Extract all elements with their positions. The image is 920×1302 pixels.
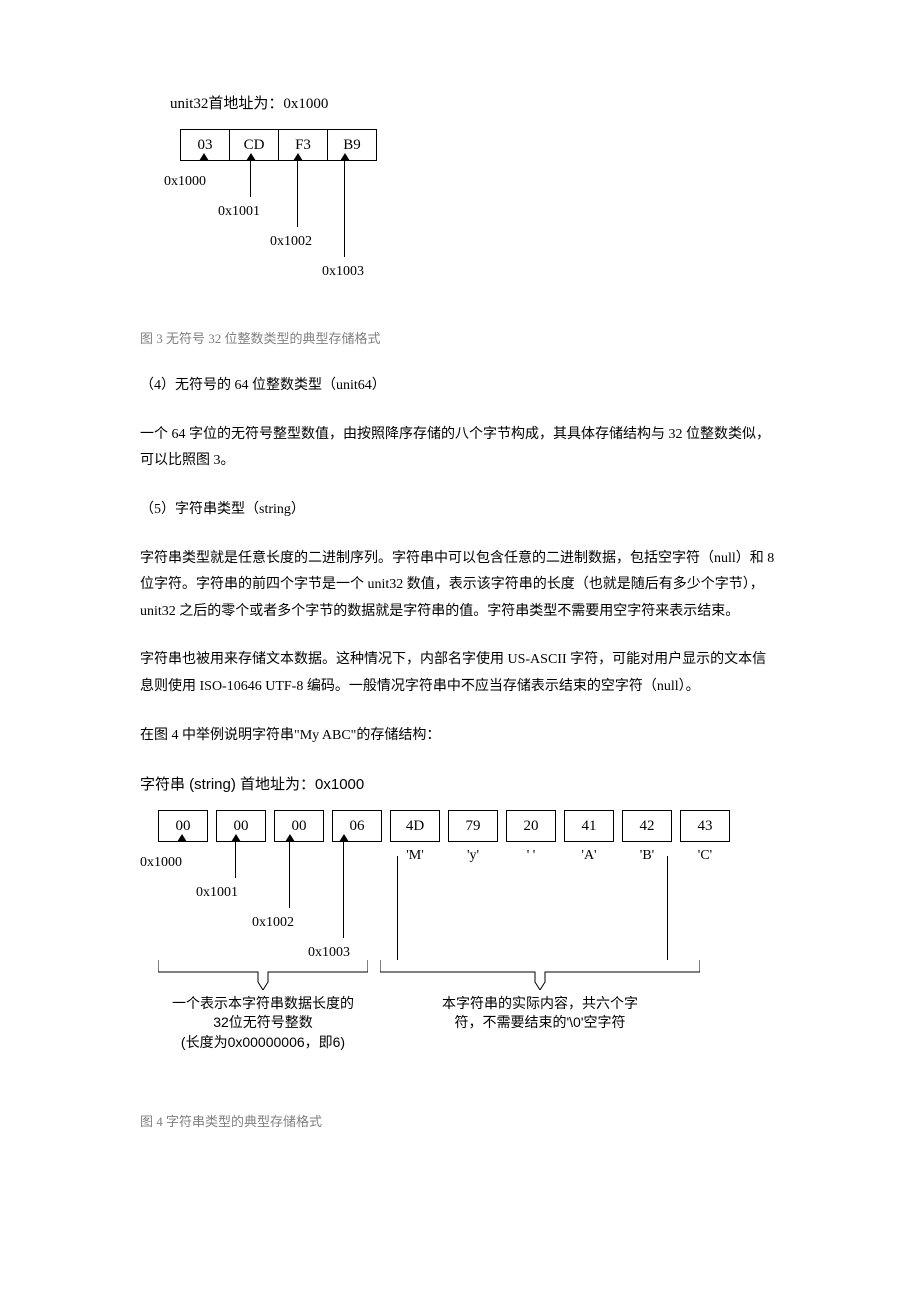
fig4-addr-0: 0x1000: [140, 850, 182, 877]
fig4-char-8: 'B': [622, 842, 672, 871]
fig4-char-7: 'A': [564, 842, 614, 871]
fig3-title: unit32首地址为：0x1000: [170, 90, 780, 119]
fig3-addr-2: 0x1002: [270, 229, 312, 256]
fig4-arrow-1: [231, 834, 241, 842]
sect4-heading: （4）无符号的 64 位整数类型（unit64）: [140, 373, 780, 400]
fig3-arrow-2: [293, 153, 303, 161]
fig3-addr-0: 0x1000: [164, 169, 206, 196]
fig4-byte-9: 43: [680, 810, 730, 843]
fig4-caption: 图 4 字符串类型的典型存储格式: [140, 1110, 780, 1135]
sect4-body: 一个 64 字位的无符号整型数值，由按照降序存储的八个字节构成，其具体存储结构与…: [140, 422, 780, 475]
fig4-byte-7: 41: [564, 810, 614, 843]
fig4-byte-6: 20: [506, 810, 556, 843]
figure-4: 字符串 (string) 首地址为：0x1000 00 00 00 06 4D …: [140, 771, 780, 1070]
fig4-left-brace: [158, 960, 368, 990]
fig4-addr-1: 0x1001: [196, 880, 238, 907]
sect5-body3: 在图 4 中举例说明字符串"My ABC"的存储结构：: [140, 723, 780, 750]
fig3-caption: 图 3 无符号 32 位整数类型的典型存储格式: [140, 327, 780, 352]
fig4-byte-8: 42: [622, 810, 672, 843]
fig3-byte-2: F3: [279, 129, 328, 161]
fig3-byte-3: B9: [328, 129, 377, 161]
fig3-arrow-3: [340, 153, 350, 161]
fig4-right-label: 本字符串的实际内容，共六个字 符，不需要结束的'\0'空字符: [400, 994, 680, 1033]
sect5-body2: 字符串也被用来存储文本数据。这种情况下，内部名字使用 US-ASCII 字符，可…: [140, 647, 780, 700]
fig4-arrow-0: [177, 834, 187, 842]
fig4-char-5: 'y': [448, 842, 498, 871]
fig4-title: 字符串 (string) 首地址为：0x1000: [140, 771, 780, 800]
fig3-addr-3: 0x1003: [322, 259, 364, 286]
fig3-addr-1: 0x1001: [218, 199, 260, 226]
fig4-char-9: 'C': [680, 842, 730, 871]
sect5-body1: 字符串类型就是任意长度的二进制序列。字符串中可以包含任意的二进制数据，包括空字符…: [140, 546, 780, 626]
figure-3: unit32首地址为：0x1000 03 CD F3 B9 0x1000 0x1…: [170, 90, 780, 299]
fig4-byte-4: 4D: [390, 810, 440, 843]
fig4-char-6: ' ': [506, 842, 556, 871]
fig3-arrow-1: [246, 153, 256, 161]
fig4-byte-5: 79: [448, 810, 498, 843]
fig4-arrow-2: [285, 834, 295, 842]
fig4-left-label: 一个表示本字符串数据长度的 32位无符号整数 (长度为0x00000006，即6…: [140, 994, 386, 1053]
fig4-byte-2: 00: [274, 810, 324, 843]
sect5-heading: （5）字符串类型（string）: [140, 497, 780, 524]
fig4-arrow-3: [339, 834, 349, 842]
fig4-right-brace: [380, 960, 700, 990]
fig4-byte-1: 00: [216, 810, 266, 843]
fig3-arrow-0: [199, 153, 209, 161]
fig4-addr-2: 0x1002: [252, 910, 294, 937]
